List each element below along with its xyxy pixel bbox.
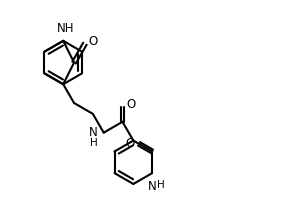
Text: NH: NH [56,22,74,35]
Text: O: O [126,98,136,111]
Text: H: H [157,180,165,190]
Text: H: H [90,138,98,148]
Text: N: N [89,126,98,139]
Text: O: O [126,137,135,150]
Text: O: O [89,35,98,48]
Text: N: N [148,180,157,193]
